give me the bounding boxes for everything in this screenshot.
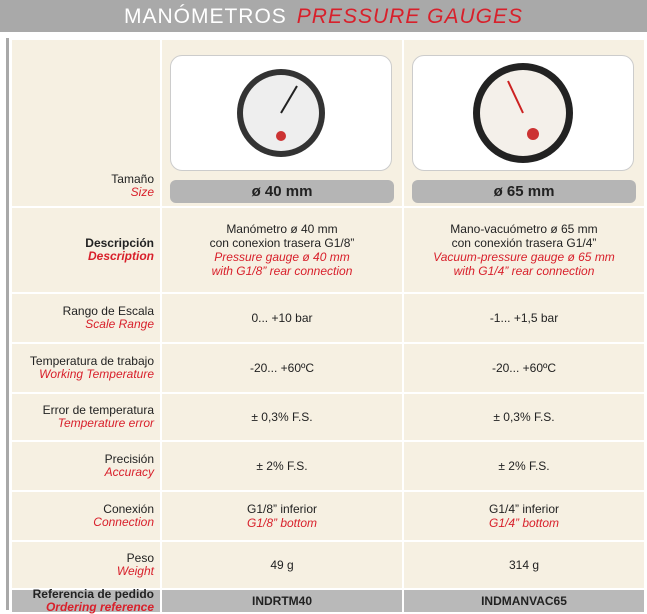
text-es: ± 0,3% F.S. [404, 410, 644, 424]
cell: -1... +1,5 bar [404, 294, 644, 342]
gauge-40 [171, 56, 391, 170]
title-es: MANÓMETROS [124, 5, 287, 28]
label-en: Weight [12, 565, 154, 578]
text-en: with G1/4” rear connection [404, 264, 644, 278]
cell: ± 2% F.S. [404, 442, 644, 490]
text-es: G1/8” inferior [162, 502, 402, 516]
title-en: PRESSURE GAUGES [297, 5, 523, 28]
cell: ± 0,3% F.S. [404, 394, 644, 440]
cell: 0... +10 bar [162, 294, 402, 342]
page: MANÓMETROS PRESSURE GAUGES TamañoSize ø 4… [0, 0, 647, 610]
text-es: ± 0,3% F.S. [162, 410, 402, 424]
frame [6, 38, 9, 610]
cell: 314 g [404, 542, 644, 588]
label-en: Connection [12, 516, 154, 529]
text-es: 0... +10 bar [162, 311, 402, 325]
text-en: Vacuum-pressure gauge ø 65 mm [404, 250, 644, 264]
text-en: G1/4” bottom [404, 516, 644, 530]
text-es: -20... +60ºC [404, 361, 644, 375]
text-es: 314 g [404, 558, 644, 572]
label-en: Scale Range [12, 318, 154, 331]
text-es: Mano-vacuómetro ø 65 mm [404, 222, 644, 236]
label-en: Ordering reference [12, 601, 154, 614]
text-es: 49 g [162, 558, 402, 572]
text-es: Manómetro ø 40 mm [162, 222, 402, 236]
label-en: Size [12, 186, 154, 199]
text-es: -1... +1,5 bar [404, 311, 644, 325]
product-image [412, 55, 634, 171]
label-en: Accuracy [12, 466, 154, 479]
text-es: ± 2% F.S. [404, 459, 644, 473]
header: MANÓMETROS PRESSURE GAUGES [0, 0, 647, 32]
cell: INDMANVAC65 [404, 590, 644, 612]
text-en: Pressure gauge ø 40 mm [162, 250, 402, 264]
text-es: con conexion trasera G1/8” [162, 236, 402, 250]
label-en: Working Temperature [12, 368, 154, 381]
label-en: Temperature error [12, 417, 154, 430]
cell: ± 0,3% F.S. [162, 394, 402, 440]
text-es: con conexión trasera G1/4” [404, 236, 644, 250]
text-es: INDRTM40 [162, 594, 402, 608]
gauge-65 [413, 56, 633, 170]
cell: 49 g [162, 542, 402, 588]
cell: INDRTM40 [162, 590, 402, 612]
cell: -20... +60ºC [404, 344, 644, 392]
label-en: Description [12, 250, 154, 263]
text-es: ± 2% F.S. [162, 459, 402, 473]
size-box: ø 40 mm [170, 180, 394, 203]
text-en: with G1/8” rear connection [162, 264, 402, 278]
cell: ± 2% F.S. [162, 442, 402, 490]
product-image [170, 55, 392, 171]
text-es: G1/4” inferior [404, 502, 644, 516]
text-es: -20... +60ºC [162, 361, 402, 375]
text-es: INDMANVAC65 [404, 594, 644, 608]
cell: -20... +60ºC [162, 344, 402, 392]
size-box: ø 65 mm [412, 180, 636, 203]
text-en: G1/8” bottom [162, 516, 402, 530]
